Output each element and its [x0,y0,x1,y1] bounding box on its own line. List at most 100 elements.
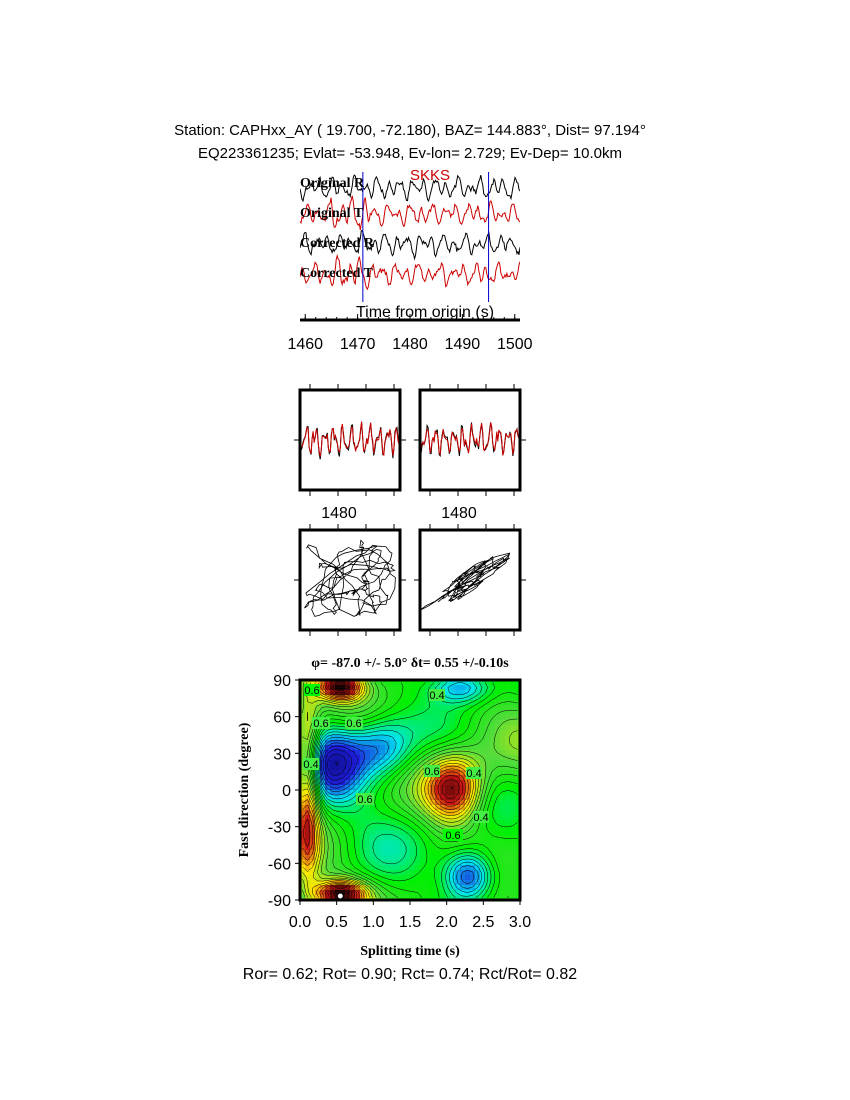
heatmap-cell [385,895,391,900]
heatmap-cell [300,805,306,811]
heatmap-cell [465,850,471,856]
heatmap-cell [415,805,421,811]
heatmap-cell [405,695,411,701]
heatmap-cell [345,840,351,846]
heatmap-cell [340,695,346,701]
tick-label: 1490 [445,336,481,353]
heatmap-cell [400,840,406,846]
heatmap-cell [505,750,511,756]
heatmap-cell [435,705,441,711]
heatmap-cell [335,885,341,891]
waveform-line [420,422,520,456]
heatmap-cell [410,770,416,776]
heatmap-cell [360,775,366,781]
heatmap-cell [465,880,471,886]
heatmap-cell [340,795,346,801]
heatmap-cell [475,895,481,900]
heatmap-cell [340,835,346,841]
heatmap-cell [405,740,411,746]
heatmap-cell [510,845,516,851]
heatmap-cell [340,745,346,751]
heatmap-cell [315,895,321,900]
heatmap-cell [440,795,446,801]
heatmap-cell [405,770,411,776]
heatmap-cell [315,815,321,821]
heatmap-cell [445,820,451,826]
heatmap-cell [500,865,506,871]
heatmap-cell [415,740,421,746]
heatmap-cell [450,720,456,726]
heatmap-cell [365,845,371,851]
heatmap-cell [475,850,481,856]
heatmap-cell [500,855,506,861]
heatmap-cell [410,880,416,886]
heatmap-cell [360,755,366,761]
heatmap-cell [445,800,451,806]
heatmap-cell [490,685,496,691]
grid-y-tick-label: -60 [268,856,291,873]
heatmap-cell [450,735,456,741]
heatmap-cell [315,890,321,896]
heatmap-cell [485,770,491,776]
heatmap-cell [325,815,331,821]
heatmap-cell [460,800,466,806]
heatmap-cell [360,835,366,841]
heatmap-cell [440,780,446,786]
heatmap-cell [500,755,506,761]
contour-label: 0.4 [473,812,488,824]
heatmap-cell [495,825,501,831]
heatmap-cell [470,855,476,861]
heatmap-cell [515,680,520,686]
heatmap-cell [385,715,391,721]
heatmap-cell [480,875,486,881]
heatmap-cell [420,715,426,721]
heatmap-cell [345,885,351,891]
heatmap-cell [460,865,466,871]
heatmap-cell [390,745,396,751]
heatmap-cell [370,815,376,821]
heatmap-cell [500,780,506,786]
heatmap-cell [425,810,431,816]
heatmap-cell [340,760,346,766]
heatmap-cell [345,865,351,871]
heatmap-cell [410,830,416,836]
heatmap-cell [380,750,386,756]
heatmap-cell [325,735,331,741]
heatmap-cell [380,850,386,856]
heatmap-cell [490,875,496,881]
heatmap-cell [305,730,311,736]
heatmap-cell [410,845,416,851]
heatmap-cell [480,745,486,751]
heatmap-cell [485,715,491,721]
heatmap-cell [495,740,501,746]
heatmap-cell [435,810,441,816]
heatmap-cell [515,835,520,841]
heatmap-cell [505,720,511,726]
heatmap-cell [300,875,306,881]
heatmap-cell [315,740,321,746]
heatmap-cell [490,800,496,806]
heatmap-cell [510,780,516,786]
heatmap-cell [435,725,441,731]
heatmap-cell [415,885,421,891]
heatmap-cell [350,820,356,826]
heatmap-cell [490,760,496,766]
heatmap-cell [350,805,356,811]
heatmap-cell [415,790,421,796]
heatmap-cell [375,825,381,831]
heatmap-cell [400,765,406,771]
heatmap-cell [510,680,516,686]
heatmap-cell [485,835,491,841]
heatmap-cell [460,775,466,781]
heatmap-cell [495,695,501,701]
heatmap-cell [420,870,426,876]
heatmap-cell [380,755,386,761]
heatmap-cell [385,870,391,876]
heatmap-cell [335,735,341,741]
heatmap-cell [325,710,331,716]
heatmap-cell [345,895,351,900]
heatmap-cell [425,700,431,706]
heatmap-cell [355,700,361,706]
heatmap-cell [505,840,511,846]
heatmap-cell [420,690,426,696]
